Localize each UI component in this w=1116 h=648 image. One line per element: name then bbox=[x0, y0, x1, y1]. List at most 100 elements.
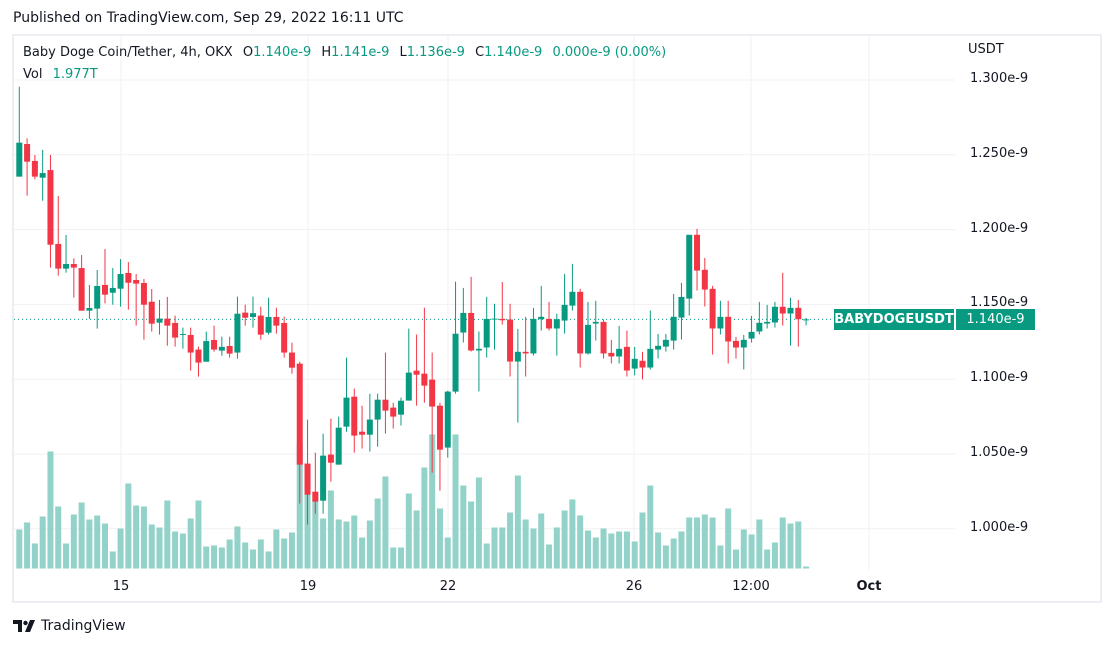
volume-bar bbox=[670, 538, 677, 569]
volume-bar bbox=[156, 527, 163, 569]
volume-bar bbox=[24, 522, 31, 569]
legend-open: 1.140e-9 bbox=[253, 45, 312, 60]
candle-down bbox=[600, 321, 607, 354]
price-tick: 1.250e-9 bbox=[970, 145, 1029, 161]
volume-bar bbox=[491, 527, 498, 569]
candle-down bbox=[577, 291, 584, 354]
volume-bar bbox=[164, 500, 171, 569]
volume-bar bbox=[226, 539, 233, 569]
candle-down bbox=[211, 340, 218, 350]
candle-up bbox=[203, 341, 210, 362]
volume-bar bbox=[312, 500, 319, 569]
tradingview-brand[interactable]: TradingView bbox=[13, 618, 126, 634]
candle-up bbox=[569, 291, 576, 306]
candle-up bbox=[771, 306, 778, 323]
candle-down bbox=[148, 301, 155, 324]
candle-up bbox=[460, 312, 467, 333]
candle-down bbox=[413, 370, 420, 375]
volume-bar bbox=[86, 519, 93, 569]
volume-bar bbox=[787, 523, 794, 569]
price-tick: 1.150e-9 bbox=[970, 295, 1029, 311]
candle-up bbox=[366, 419, 373, 435]
candle-up bbox=[491, 318, 498, 320]
candle-down bbox=[468, 312, 475, 351]
time-tick: 12:00 bbox=[732, 579, 770, 594]
volume-bar bbox=[398, 547, 405, 569]
candle-up bbox=[86, 307, 93, 311]
candle-up bbox=[179, 334, 186, 336]
candle-down bbox=[70, 264, 77, 268]
volume-bar bbox=[343, 521, 350, 569]
candles bbox=[16, 86, 810, 525]
volume-bar bbox=[31, 543, 38, 569]
volume-bar bbox=[561, 510, 568, 569]
volume-bar bbox=[538, 513, 545, 569]
candle-up bbox=[483, 318, 490, 348]
legend-vol-label: Vol bbox=[23, 67, 43, 82]
last-price-tag: 1.140e-9 bbox=[956, 309, 1035, 330]
candle-down bbox=[172, 322, 179, 338]
volume-bar bbox=[242, 542, 249, 569]
price-tick: 1.200e-9 bbox=[970, 220, 1029, 236]
volume-bar bbox=[483, 543, 490, 569]
candle-up bbox=[335, 427, 342, 465]
volume-bar bbox=[553, 527, 560, 569]
candle-up bbox=[655, 345, 662, 350]
candle-up bbox=[452, 333, 459, 392]
volume-bar bbox=[16, 529, 23, 569]
candle-down bbox=[507, 319, 514, 362]
candle-down bbox=[304, 463, 311, 495]
candle-up bbox=[234, 313, 241, 353]
volume-bar bbox=[569, 499, 576, 569]
candle-up bbox=[374, 399, 381, 420]
volume-bar bbox=[234, 526, 241, 569]
volume-bar bbox=[530, 528, 537, 569]
volume-bar bbox=[584, 530, 591, 569]
candle-down bbox=[694, 234, 701, 271]
volume-bar bbox=[179, 533, 186, 569]
candle-down bbox=[732, 340, 739, 348]
volume-bar bbox=[725, 508, 732, 569]
volume-bar bbox=[771, 542, 778, 569]
symbol-price-tag: BABYDOGEUSDT bbox=[834, 309, 954, 330]
volume-bar bbox=[218, 547, 225, 569]
candle-down bbox=[390, 407, 397, 417]
volume-bar bbox=[172, 531, 179, 569]
volume-bar bbox=[281, 538, 288, 569]
volume-bar bbox=[109, 551, 116, 569]
volume-bar bbox=[382, 476, 389, 569]
legend-close-label: C bbox=[475, 45, 485, 60]
volume-bar bbox=[795, 521, 802, 569]
candle-down bbox=[257, 315, 264, 335]
volume-bar bbox=[366, 520, 373, 569]
volume-bar bbox=[701, 514, 708, 569]
legend-ohlc: Baby Doge Coin/Tether, 4h, OKX O1.140e-9… bbox=[23, 45, 666, 60]
volume-bar bbox=[694, 517, 701, 569]
candle-down bbox=[546, 318, 553, 329]
candle-down bbox=[296, 363, 303, 465]
candle-down bbox=[273, 316, 280, 326]
published-caption: Published on TradingView.com, Sep 29, 20… bbox=[13, 10, 404, 26]
legend-high: 1.141e-9 bbox=[331, 45, 390, 60]
volume-bar bbox=[662, 545, 669, 569]
volume-bar bbox=[631, 541, 638, 569]
volume-bar bbox=[608, 533, 615, 569]
price-axis-currency: USDT bbox=[968, 42, 1004, 57]
time-tick: 15 bbox=[112, 579, 130, 594]
volume-bar bbox=[429, 434, 436, 569]
volume-bar bbox=[740, 529, 747, 569]
volume-bar bbox=[335, 519, 342, 569]
legend-volume: Vol 1.977T bbox=[23, 67, 98, 82]
candle-down bbox=[242, 312, 249, 318]
candle-down bbox=[351, 396, 358, 436]
candle-up bbox=[530, 318, 537, 354]
volume-bar bbox=[647, 485, 654, 569]
candle-down bbox=[608, 352, 615, 357]
candle-up bbox=[405, 372, 412, 401]
candle-down bbox=[140, 283, 147, 305]
volume-bar bbox=[655, 532, 662, 569]
volume-bar bbox=[211, 545, 218, 569]
volume-bar bbox=[616, 531, 623, 569]
volume-bar bbox=[732, 549, 739, 569]
